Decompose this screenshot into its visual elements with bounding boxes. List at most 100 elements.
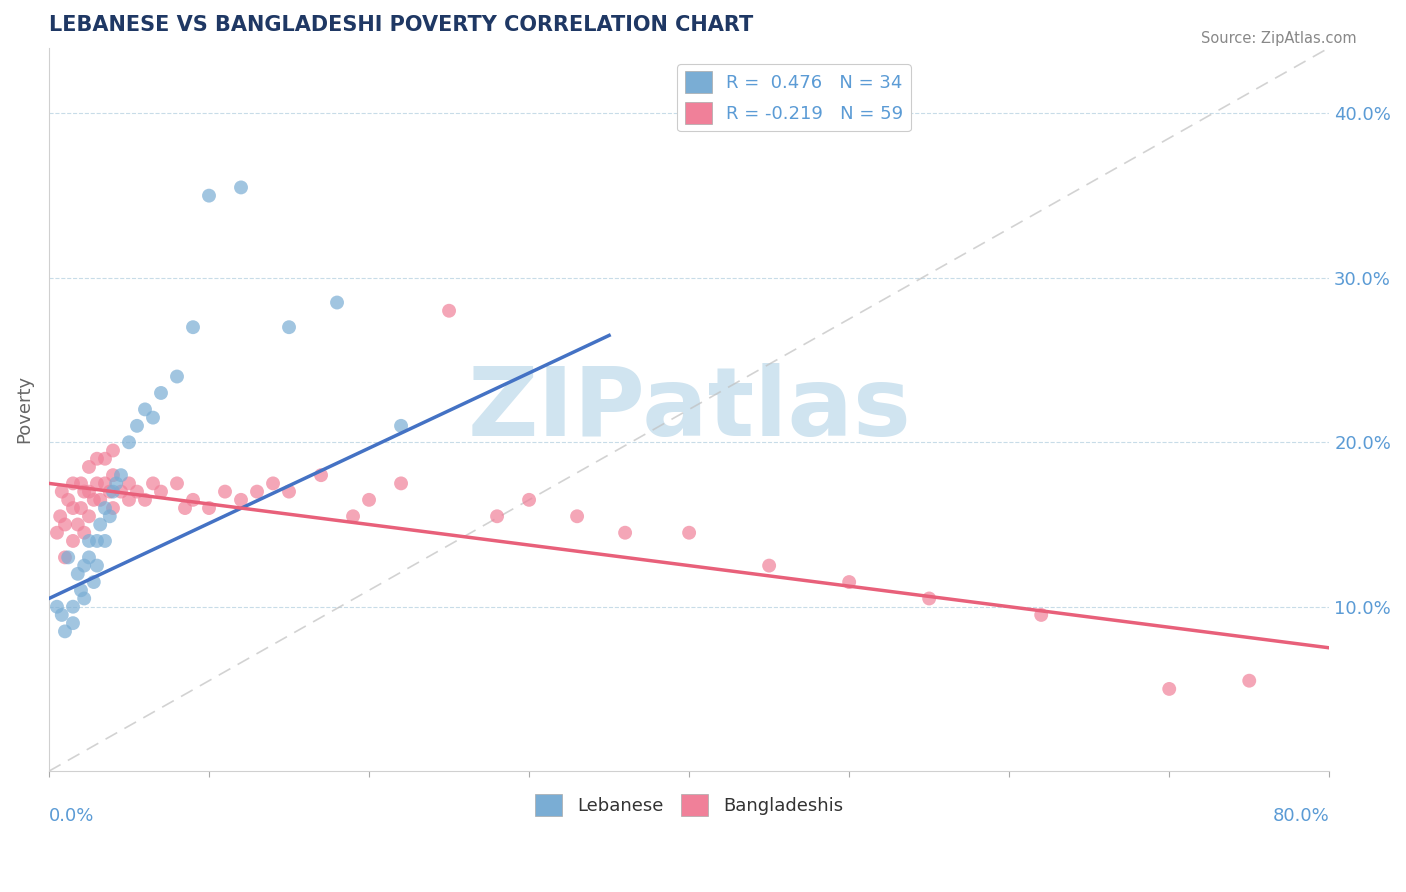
Point: [49, 509, 72, 524]
Point: [125, 484, 148, 499]
Point: [150, 484, 173, 499]
Point: [77, 509, 100, 524]
Point: [53, 517, 76, 532]
Point: [46, 599, 69, 614]
Point: [73, 525, 96, 540]
Point: [62, 533, 84, 548]
Text: LEBANESE VS BANGLADESHI POVERTY CORRELATION CHART: LEBANESE VS BANGLADESHI POVERTY CORRELAT…: [49, 15, 754, 35]
Point: [73, 558, 96, 573]
Point: [389, 476, 412, 491]
Point: [89, 517, 111, 532]
Point: [198, 501, 221, 516]
Point: [101, 484, 124, 499]
Point: [62, 476, 84, 491]
Point: [94, 451, 117, 466]
Point: [565, 509, 588, 524]
Point: [70, 583, 93, 598]
Point: [62, 599, 84, 614]
Point: [66, 517, 89, 532]
Point: [101, 443, 124, 458]
Point: [118, 435, 141, 450]
Point: [110, 468, 132, 483]
Point: [77, 459, 100, 474]
Point: [53, 550, 76, 565]
Point: [77, 533, 100, 548]
Point: [70, 501, 93, 516]
Point: [51, 484, 73, 499]
Point: [1159, 681, 1181, 696]
Point: [73, 591, 96, 606]
Point: [614, 525, 637, 540]
Point: [134, 402, 156, 417]
Point: [110, 484, 132, 499]
Point: [118, 476, 141, 491]
Point: [118, 492, 141, 507]
Point: [918, 591, 941, 606]
Point: [1031, 607, 1053, 622]
Point: [486, 509, 509, 524]
Point: [229, 180, 252, 194]
Point: [198, 188, 221, 202]
Point: [89, 492, 111, 507]
Point: [105, 476, 128, 491]
Point: [62, 501, 84, 516]
Point: [83, 575, 105, 590]
Point: [86, 451, 108, 466]
Point: [309, 468, 332, 483]
Text: Source: ZipAtlas.com: Source: ZipAtlas.com: [1201, 31, 1357, 46]
Point: [134, 492, 156, 507]
Point: [150, 386, 173, 401]
Point: [70, 476, 93, 491]
Point: [73, 484, 96, 499]
Point: [77, 484, 100, 499]
Point: [66, 566, 89, 581]
Point: [94, 476, 117, 491]
Point: [142, 410, 165, 425]
Point: [229, 492, 252, 507]
Y-axis label: Poverty: Poverty: [15, 376, 32, 443]
Point: [262, 476, 284, 491]
Point: [125, 418, 148, 433]
Point: [181, 320, 204, 334]
Point: [357, 492, 380, 507]
Point: [437, 303, 460, 318]
Text: 0.0%: 0.0%: [49, 807, 94, 825]
Point: [278, 484, 301, 499]
Point: [53, 624, 76, 639]
Point: [62, 616, 84, 631]
Point: [181, 492, 204, 507]
Point: [678, 525, 700, 540]
Point: [98, 484, 121, 499]
Point: [838, 575, 860, 590]
Point: [94, 501, 117, 516]
Point: [98, 509, 121, 524]
Point: [56, 550, 79, 565]
Point: [278, 320, 301, 334]
Point: [86, 476, 108, 491]
Point: [51, 607, 73, 622]
Point: [1239, 673, 1261, 688]
Point: [94, 533, 117, 548]
Point: [389, 418, 412, 433]
Legend: Lebanese, Bangladeshis: Lebanese, Bangladeshis: [529, 787, 851, 823]
Point: [56, 492, 79, 507]
Point: [86, 533, 108, 548]
Text: ZIPatlas: ZIPatlas: [467, 363, 911, 456]
Point: [46, 525, 69, 540]
Point: [77, 550, 100, 565]
Point: [101, 501, 124, 516]
Point: [517, 492, 540, 507]
Text: 80.0%: 80.0%: [1272, 807, 1329, 825]
Point: [246, 484, 269, 499]
Point: [86, 558, 108, 573]
Point: [166, 369, 188, 384]
Point: [214, 484, 236, 499]
Point: [326, 295, 349, 310]
Point: [174, 501, 197, 516]
Point: [342, 509, 364, 524]
Point: [142, 476, 165, 491]
Point: [758, 558, 780, 573]
Point: [83, 492, 105, 507]
Point: [101, 468, 124, 483]
Point: [166, 476, 188, 491]
